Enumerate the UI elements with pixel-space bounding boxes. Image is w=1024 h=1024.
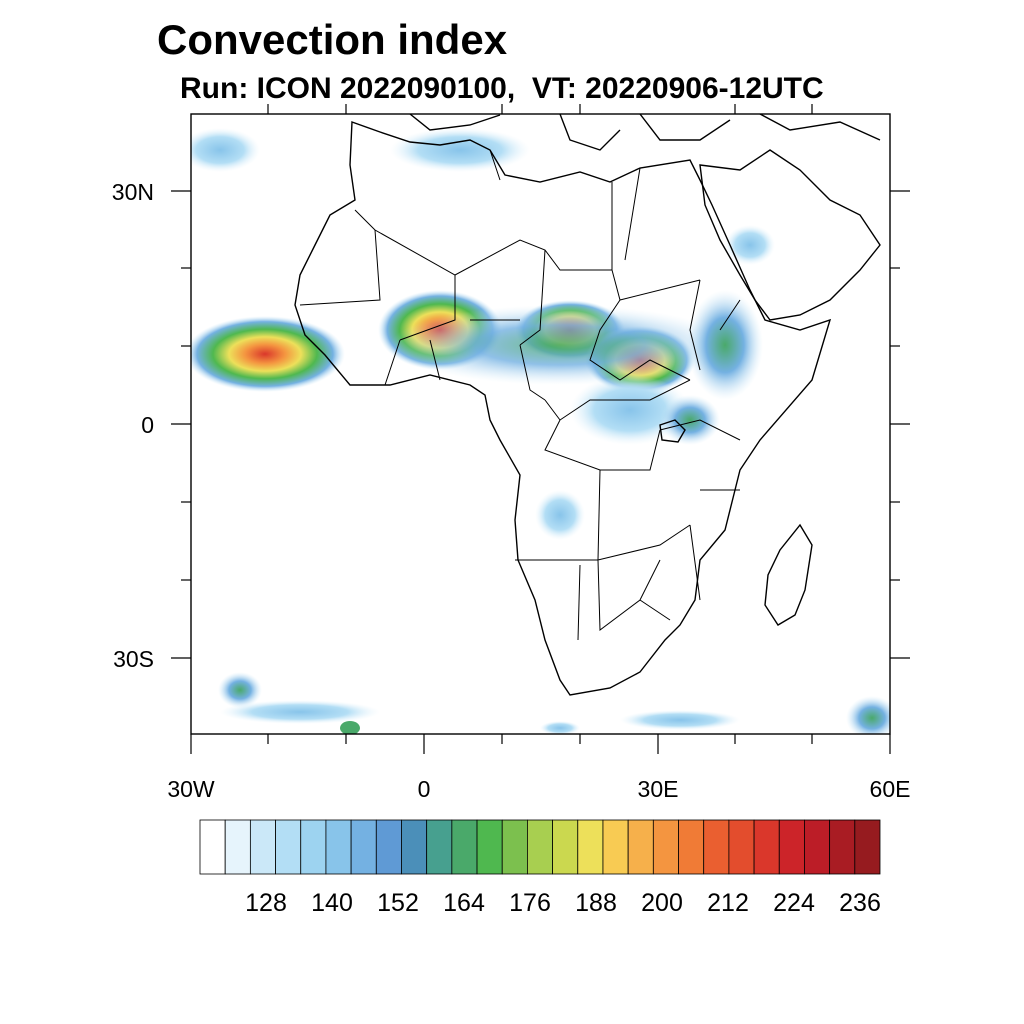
colorbar-label: 140 xyxy=(311,889,353,917)
lat-label-0: 0 xyxy=(141,412,154,438)
lon-label-0: 0 xyxy=(417,776,431,802)
colorbar-label: 128 xyxy=(245,889,287,917)
colorbar-swatch xyxy=(527,819,553,875)
convection-eastafrica xyxy=(660,395,720,445)
colorbar-label: 164 xyxy=(443,889,485,917)
colorbar-swatch xyxy=(552,819,579,875)
colorbar xyxy=(199,819,881,875)
map-frame xyxy=(190,113,891,735)
lat-label-30n: 30N xyxy=(111,179,154,205)
coastlines xyxy=(294,114,881,696)
convection-cell-atlantic xyxy=(191,316,345,392)
colorbar-swatch xyxy=(199,819,226,875)
colorbar-swatch xyxy=(375,819,402,875)
colorbar-swatch xyxy=(426,819,453,875)
colorbar-swatch xyxy=(325,819,352,875)
lat-label-30s: 30S xyxy=(113,646,154,672)
colorbar-swatch xyxy=(249,819,276,875)
madagascar-coastline xyxy=(764,523,813,626)
colorbar-swatch xyxy=(577,819,604,875)
colorbar-swatch xyxy=(401,819,428,875)
colorbar-label: 212 xyxy=(707,889,749,917)
colorbar-swatch xyxy=(501,819,528,875)
lon-label-30w: 30W xyxy=(167,776,215,802)
europe-coastline xyxy=(409,114,881,151)
colorbar-label: 224 xyxy=(773,889,815,917)
lon-label-60e: 60E xyxy=(869,776,911,802)
convection-south-mid xyxy=(540,721,580,734)
colorbar-swatch xyxy=(753,819,780,875)
map-subtitle: Run: ICON 2022090100, VT: 20220906-12UTC xyxy=(180,72,824,105)
colorbar-swatch xyxy=(678,819,705,875)
axis-ticks xyxy=(171,104,910,754)
map-title: Convection index xyxy=(157,16,508,63)
convection-band-sahel xyxy=(390,305,730,385)
convection-angola xyxy=(535,490,585,540)
colorbar-label: 152 xyxy=(377,889,419,917)
lon-label-30e: 30E xyxy=(637,776,679,802)
colorbar-swatch xyxy=(854,819,881,875)
convection-mediterranean xyxy=(390,128,530,172)
colorbar-swatch xyxy=(703,819,730,875)
country-borders xyxy=(299,149,741,641)
colorbar-swatch xyxy=(224,819,251,875)
convection-small-sa xyxy=(340,721,360,734)
convection-south-band xyxy=(220,700,380,724)
colorbar-swatch xyxy=(451,819,478,875)
arabia-coastline xyxy=(699,149,881,321)
colorbar-swatch xyxy=(652,819,679,875)
convection-southern-ocean xyxy=(620,710,740,730)
colorbar-swatch xyxy=(350,819,377,875)
colorbar-label: 176 xyxy=(509,889,551,917)
convection-ethiopia xyxy=(687,290,763,400)
colorbar-swatch xyxy=(829,819,856,875)
colorbar-label: 188 xyxy=(575,889,617,917)
convection-northwest xyxy=(191,128,260,172)
convection-south-atlantic xyxy=(218,672,262,708)
colorbar-swatch xyxy=(778,819,805,875)
colorbar-label: 200 xyxy=(641,889,683,917)
colorbar-swatch xyxy=(602,819,629,875)
convection-field xyxy=(191,128,890,734)
lake-victoria xyxy=(659,419,686,443)
colorbar-swatch xyxy=(728,819,755,875)
convection-se-corner xyxy=(846,696,890,734)
borders-north xyxy=(299,149,741,401)
colorbar-swatch xyxy=(804,819,831,875)
colorbar-swatch xyxy=(627,819,654,875)
colorbar-swatch xyxy=(275,819,302,875)
colorbar-label: 236 xyxy=(839,889,881,917)
colorbar-swatch xyxy=(476,819,503,875)
convection-arabia xyxy=(725,225,775,265)
africa-coastline xyxy=(294,121,832,696)
colorbar-swatch xyxy=(300,819,327,875)
borders-south xyxy=(515,379,741,641)
